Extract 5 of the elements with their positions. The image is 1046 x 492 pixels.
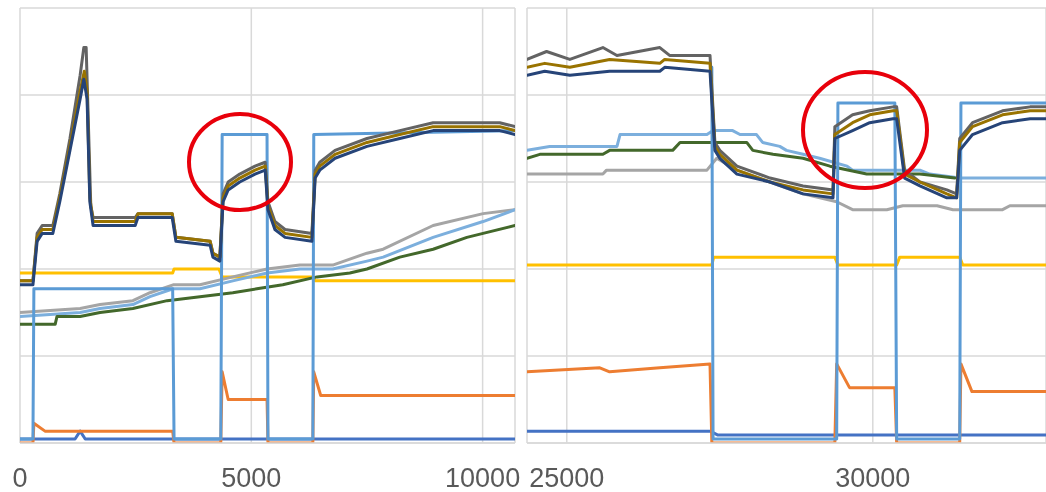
x-tick-label: 5000 — [221, 463, 282, 492]
x-tick-label: 0 — [12, 463, 28, 492]
x-tick-label: 10000 — [445, 463, 521, 492]
x-tick-label: 30000 — [835, 463, 911, 492]
x-tick-label: 25000 — [529, 463, 605, 492]
